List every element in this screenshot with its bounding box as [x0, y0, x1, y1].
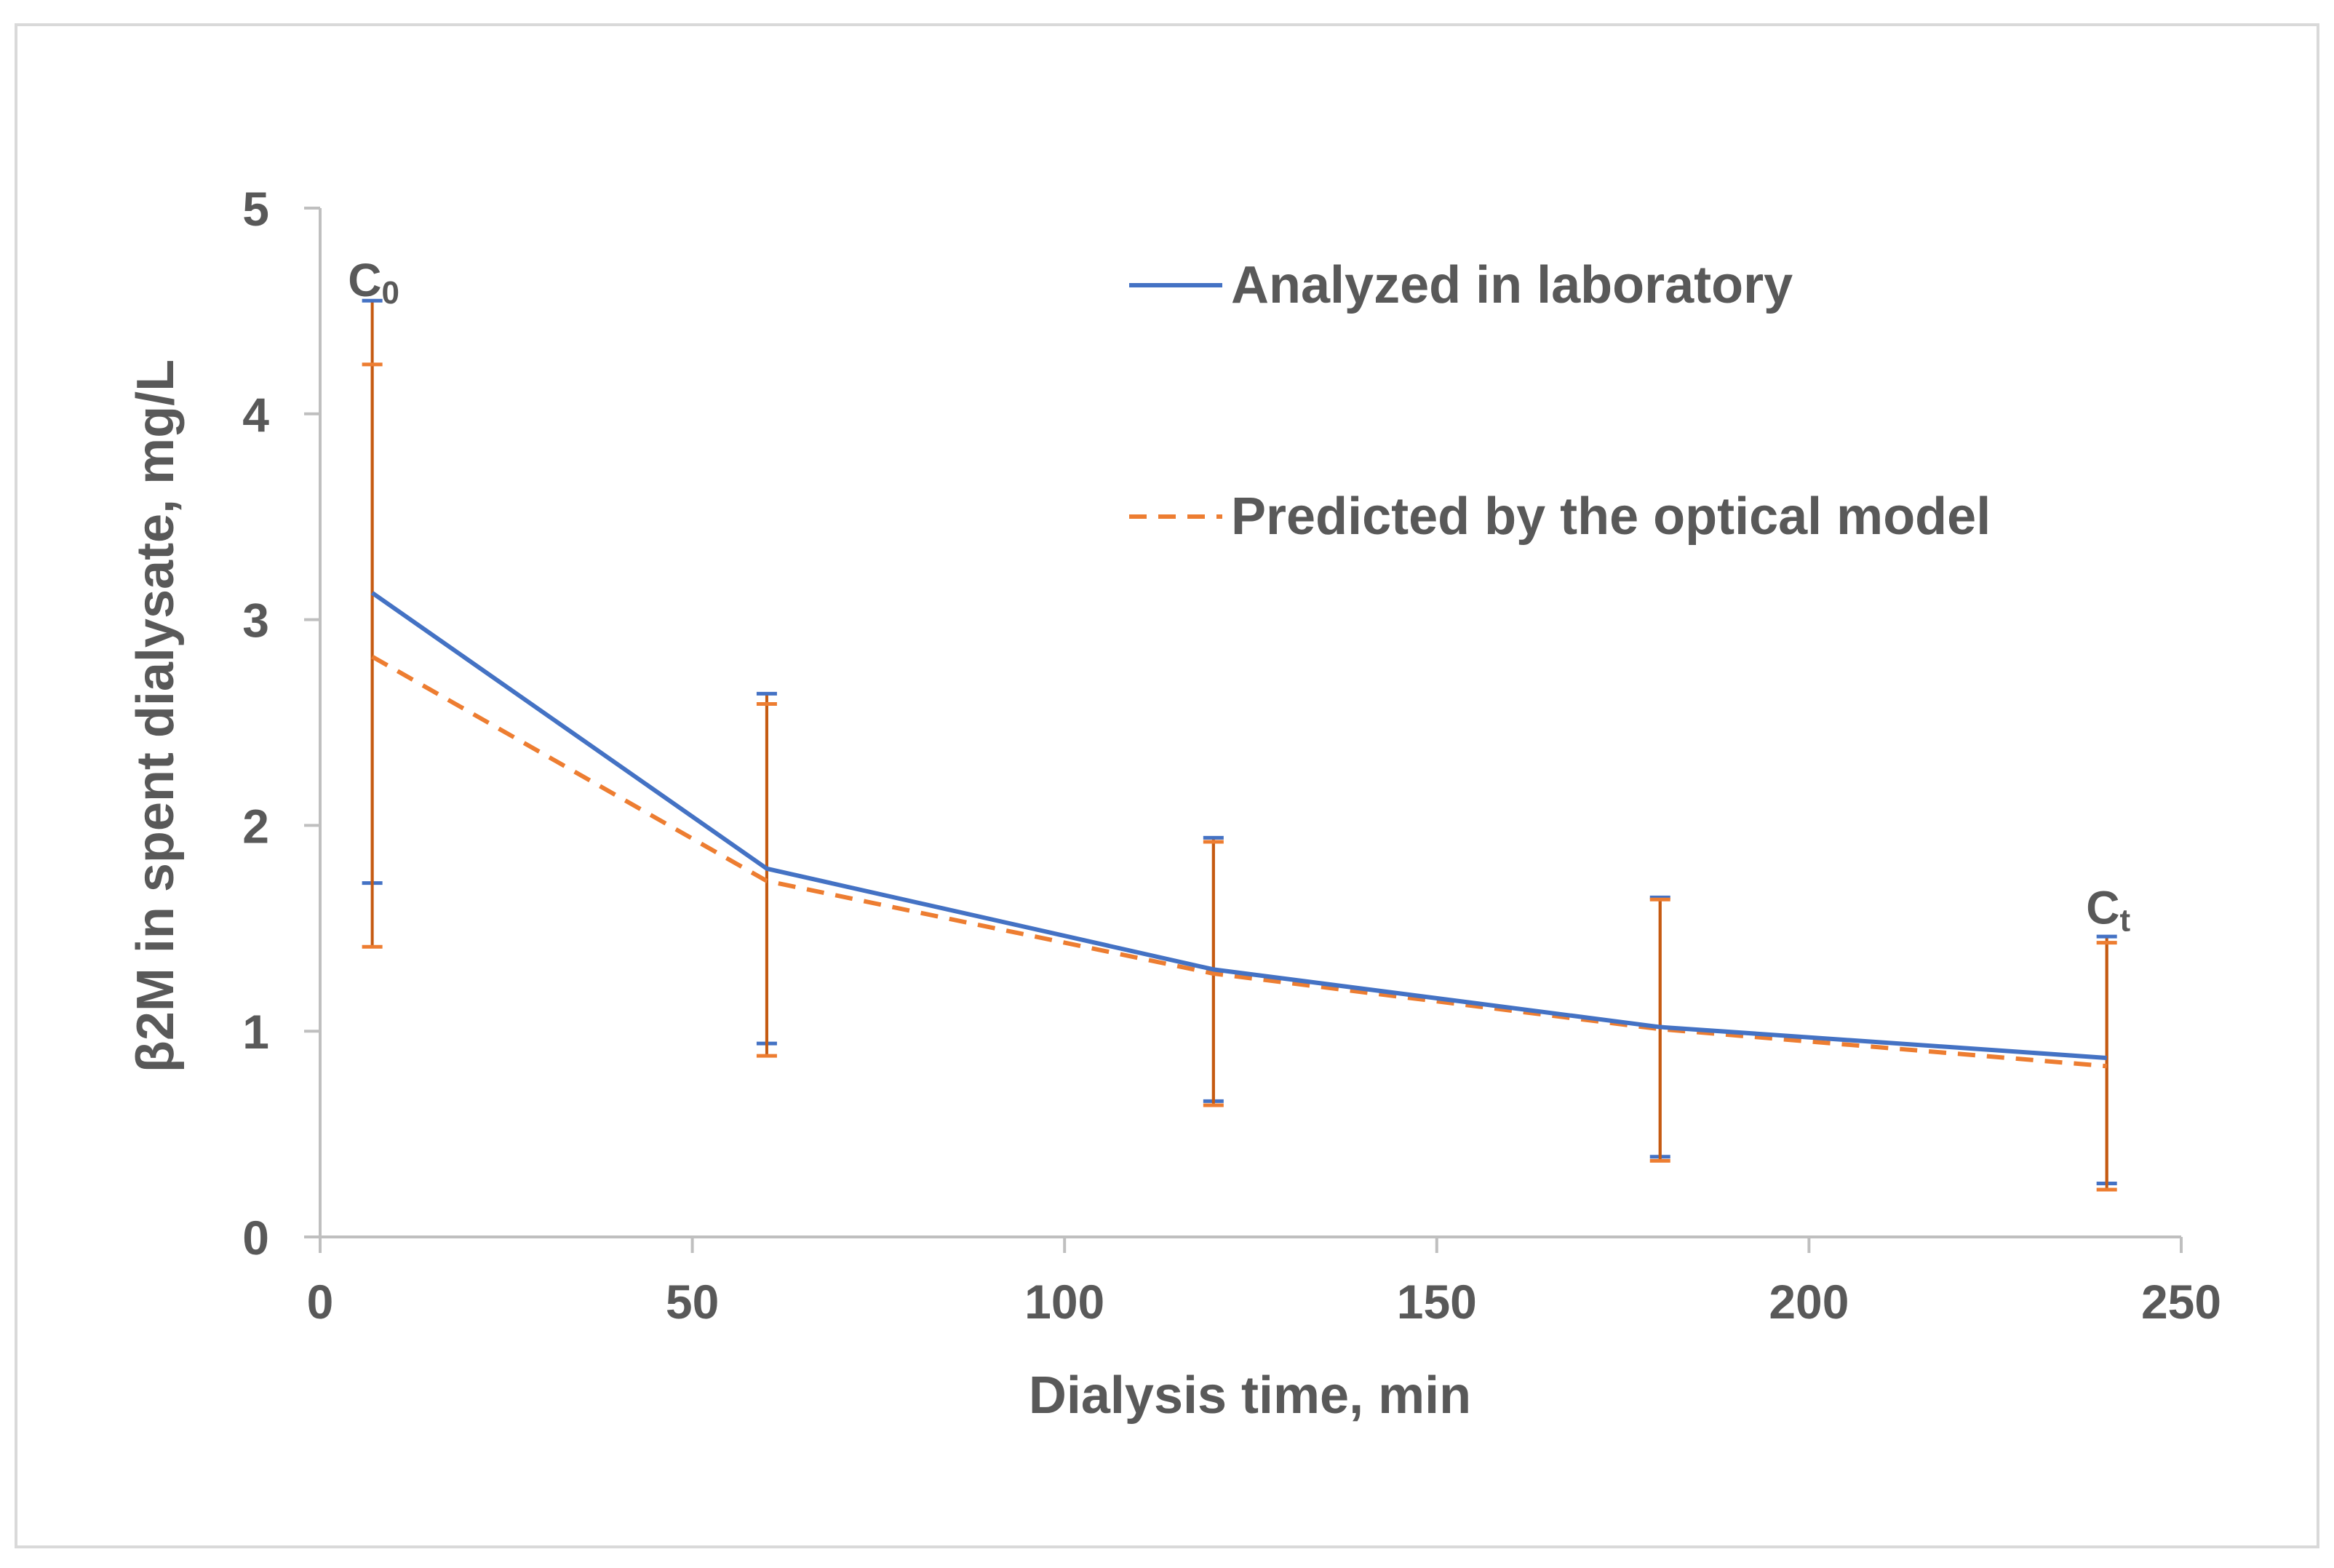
series-line [371, 654, 2107, 1069]
legend-label: Analyzed in laboratory [1231, 256, 1793, 314]
y-axis-label: β2M in spent dialysate, mg/L [127, 359, 185, 1072]
series-lines [370, 591, 2107, 1069]
annotation-main: C [2086, 882, 2119, 934]
y-tick-label: 3 [242, 594, 269, 648]
x-tick-label: 0 [307, 1275, 334, 1329]
y-tick-label: 0 [242, 1211, 269, 1265]
y-tick-label: 1 [242, 1005, 269, 1059]
annotation-main: C [348, 254, 381, 306]
x-tick-label: 150 [1397, 1275, 1477, 1329]
annotation-subscript: t [2119, 903, 2130, 939]
x-tick-label: 100 [1024, 1275, 1104, 1329]
y-tick-label: 4 [242, 388, 269, 442]
chart-frame [15, 23, 2319, 1548]
y-tick-label: 2 [242, 799, 269, 853]
x-axis-label: Dialysis time, min [1029, 1366, 1471, 1425]
x-tick-label: 250 [2141, 1275, 2221, 1329]
series-line [370, 591, 2107, 1060]
y-tick-label: 5 [242, 182, 269, 236]
x-tick-label: 50 [666, 1275, 719, 1329]
annotation-ct: Ct [2086, 882, 2130, 939]
legend-label: Predicted by the optical model [1231, 487, 1991, 546]
x-tick-label: 200 [1769, 1275, 1849, 1329]
annotation-c0: C0 [348, 254, 399, 311]
legend: Analyzed in laboratory Predicted by the o… [1129, 256, 1991, 546]
annotation-subscript: 0 [381, 275, 399, 311]
